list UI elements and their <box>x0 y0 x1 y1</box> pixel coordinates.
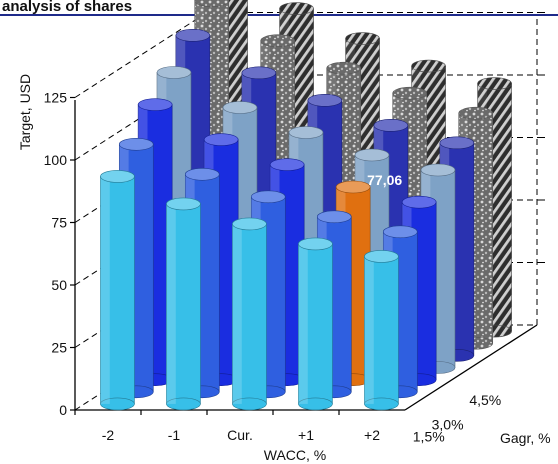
bar <box>100 170 135 411</box>
bar-highlight <box>100 176 110 404</box>
bar-top <box>118 137 154 151</box>
bar-top <box>382 225 418 239</box>
depth-axis-line <box>404 324 538 411</box>
bar-top <box>364 250 399 263</box>
bar-base <box>166 397 201 411</box>
chart-title: analysis of shares <box>2 0 132 15</box>
bar <box>166 197 201 411</box>
y-axis-title: Target, USD <box>17 74 33 150</box>
bar-base <box>364 397 399 411</box>
bar-top <box>100 170 135 183</box>
bar-highlight <box>166 203 176 404</box>
bar-top <box>156 66 192 79</box>
bar-top <box>298 237 333 251</box>
bar-body <box>364 256 399 405</box>
bar-top <box>269 158 305 171</box>
depth-tick-label: 4,5% <box>469 392 501 408</box>
depth-axis-title: Gagr, % <box>500 430 551 446</box>
x-tick-label: Cur. <box>227 427 253 443</box>
data-label: 77,06 <box>367 172 402 188</box>
y-tick-label: 75 <box>51 215 67 231</box>
bar-top <box>203 133 239 146</box>
bar-top <box>401 195 437 209</box>
depth-tick-label: 3,0% <box>432 416 464 432</box>
bar-top <box>222 101 258 114</box>
bar-top <box>326 61 362 75</box>
bar-body <box>298 243 333 405</box>
bar-base <box>100 397 135 411</box>
bar-top <box>279 2 314 15</box>
bar-top <box>166 197 201 211</box>
bar-top <box>307 94 343 107</box>
bar-top <box>250 190 286 204</box>
bar-top <box>345 32 380 45</box>
bar-top <box>175 29 211 42</box>
axis-labels: 0 25 50 75 100 125 -2 -1 Cur. +1 +2 1,5%3,0% 4,5% <box>44 90 502 445</box>
bars: 77,06 <box>100 0 512 411</box>
y-tick-label: 100 <box>44 152 68 168</box>
bar-top <box>137 98 173 111</box>
bar-top <box>241 66 277 80</box>
bar-top <box>477 77 512 90</box>
bar <box>298 237 333 411</box>
bar-body <box>100 176 135 405</box>
y-tick-label: 125 <box>44 90 68 106</box>
bar-top <box>260 34 296 48</box>
bar-top <box>458 106 494 120</box>
depth-tick-label: 1,5% <box>413 429 445 445</box>
x-tick-label: +1 <box>298 427 314 443</box>
x-tick-label: -2 <box>102 427 115 443</box>
bar-top <box>316 210 352 224</box>
bar-highlight <box>232 223 242 404</box>
bar-top <box>439 136 475 150</box>
grid-line-left <box>74 12 208 98</box>
bar-highlight <box>364 256 374 404</box>
bar <box>364 250 399 411</box>
bar-top <box>194 0 230 8</box>
bar-top <box>420 163 456 177</box>
bar-top <box>184 167 220 181</box>
bar-body <box>232 223 267 405</box>
bar-top <box>288 126 324 139</box>
x-axis-title: WACC, % <box>264 447 326 463</box>
bar-body <box>166 203 201 405</box>
bar-highlight <box>298 243 308 404</box>
bar-top <box>392 86 428 100</box>
y-tick-label: 25 <box>51 340 67 356</box>
bar-base <box>232 397 267 411</box>
bar-top <box>354 148 390 162</box>
y-tick-label: 50 <box>51 277 67 293</box>
bar-top <box>373 119 409 132</box>
bar-top <box>411 59 446 73</box>
bar-top <box>232 217 267 231</box>
bar-base <box>298 397 333 411</box>
x-tick-label: +2 <box>364 427 380 443</box>
bar-top <box>335 180 371 194</box>
title-background <box>0 0 558 15</box>
x-tick-label: -1 <box>168 427 181 443</box>
bar <box>232 217 267 411</box>
y-tick-label: 0 <box>59 402 67 418</box>
